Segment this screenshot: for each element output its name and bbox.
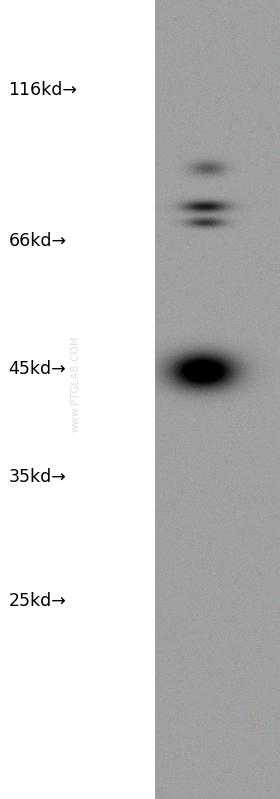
- Text: 116kd→: 116kd→: [8, 81, 77, 99]
- Text: 25kd→: 25kd→: [8, 592, 66, 610]
- Text: 66kd→: 66kd→: [8, 233, 66, 250]
- Text: 45kd→: 45kd→: [8, 360, 66, 378]
- Text: 35kd→: 35kd→: [8, 468, 66, 486]
- Text: www.PTGLAB.COM: www.PTGLAB.COM: [71, 336, 81, 431]
